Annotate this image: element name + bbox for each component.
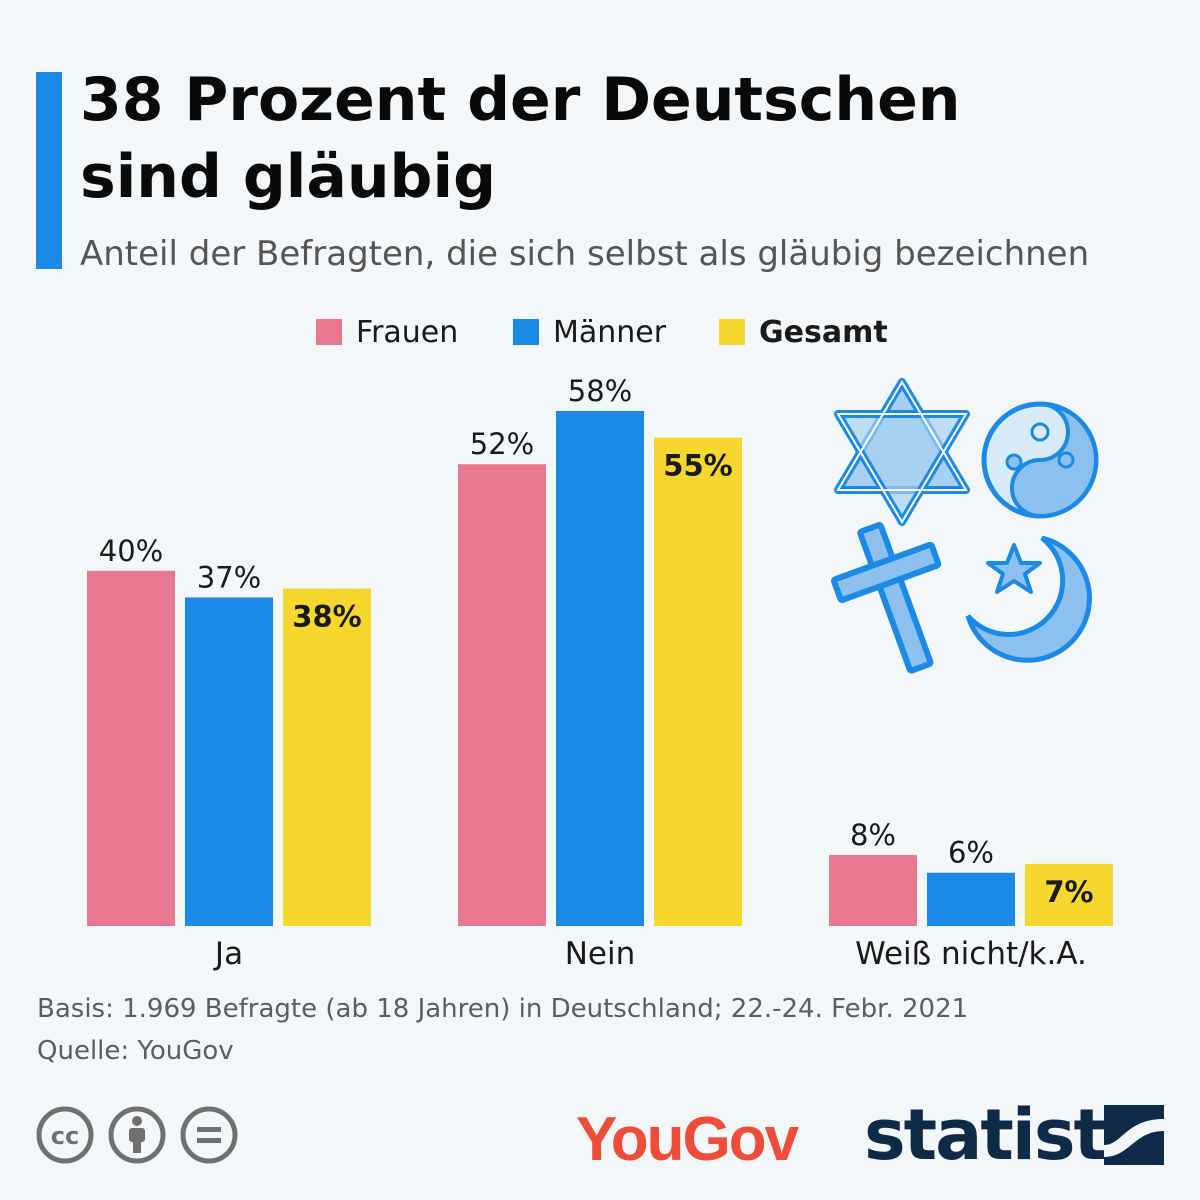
category-label-1: Nein [565,936,636,972]
data-label-1-2: 6% [948,836,994,870]
data-label-1-0: 37% [197,560,261,594]
data-label-1-1: 58% [568,374,632,408]
data-label-0-2: 8% [850,818,896,852]
bar-2-0 [283,588,371,926]
religion-symbols [831,378,1099,674]
yougov-logo[interactable]: YouGov [576,1105,799,1174]
bar-0-1 [458,464,546,926]
star-of-david-icon [834,378,970,526]
legend: Frauen Männer Gesamt [0,312,1200,352]
legend-item-maenner: Männer [513,312,666,352]
legend-swatch-maenner [513,319,539,345]
legend-item-gesamt: Gesamt [719,312,888,352]
category-label-2: Weiß nicht/k.A. [855,936,1087,972]
bar-1-0 [185,597,273,926]
bar-chart: 40% 37% 38% Ja 52% 58% 55% Nein 8% 6% 7% Weiß nicht… [87,374,1113,972]
statista-logo-mark [1104,1105,1164,1165]
bar-2-1 [654,437,742,926]
title-line-2: sind gläubig [80,142,497,212]
bar-0-0 [87,570,175,926]
subtitle: Anteil der Befragten, die sich selbst al… [80,234,1090,274]
by-attribution-icon[interactable] [108,1106,166,1164]
legend-swatch-frauen [316,319,342,345]
footnote-source: Quelle: YouGov [37,1036,234,1066]
legend-label-frauen: Frauen [356,314,459,350]
no-derivatives-icon[interactable] [180,1106,238,1164]
data-label-0-0: 40% [99,534,163,568]
legend-swatch-gesamt [719,319,745,345]
svg-text:cc: cc [51,1122,79,1150]
legend-label-maenner: Männer [553,314,667,350]
data-label-2-2: 7% [1044,875,1093,909]
title-accent-bar [36,72,62,269]
license-icons: cc [36,1106,238,1164]
bar-1-2 [927,872,1015,926]
legend-label-gesamt: Gesamt [759,314,888,350]
footnote-basis: Basis: 1.969 Befragte (ab 18 Jahren) in … [37,994,969,1024]
yin-yang-icon [981,401,1099,519]
cross-icon [831,522,942,674]
bar-0-2 [829,854,917,926]
category-label-0: Ja [213,936,243,972]
data-label-0-1: 52% [470,427,534,461]
cc-icon[interactable]: cc [36,1106,94,1164]
data-label-2-1: 55% [663,449,732,483]
title-line-1: 38 Prozent der Deutschen [80,65,961,135]
crescent-star-icon [965,535,1092,663]
data-label-2-0: 38% [292,600,361,634]
bar-2-2 [1025,863,1113,926]
legend-item-frauen: Frauen [316,312,458,352]
page-title: 38 Prozent der Deutschen sind gläubig [80,62,1160,216]
bar-1-1 [556,410,644,927]
